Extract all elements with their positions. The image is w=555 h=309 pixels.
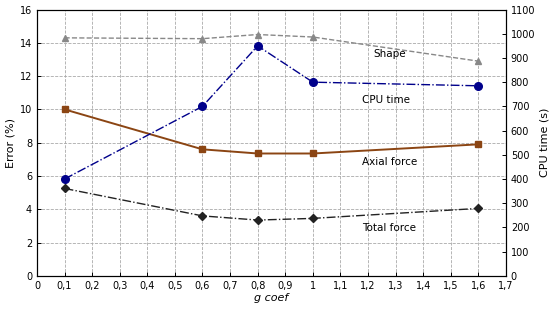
Text: CPU time: CPU time: [362, 95, 411, 105]
Text: Total force: Total force: [362, 223, 416, 233]
Y-axis label: CPU time (s): CPU time (s): [539, 108, 549, 177]
Text: Shape: Shape: [374, 49, 406, 60]
Text: Axial force: Axial force: [362, 157, 418, 167]
X-axis label: g coef: g coef: [254, 294, 289, 303]
Y-axis label: Error (%): Error (%): [6, 118, 16, 168]
